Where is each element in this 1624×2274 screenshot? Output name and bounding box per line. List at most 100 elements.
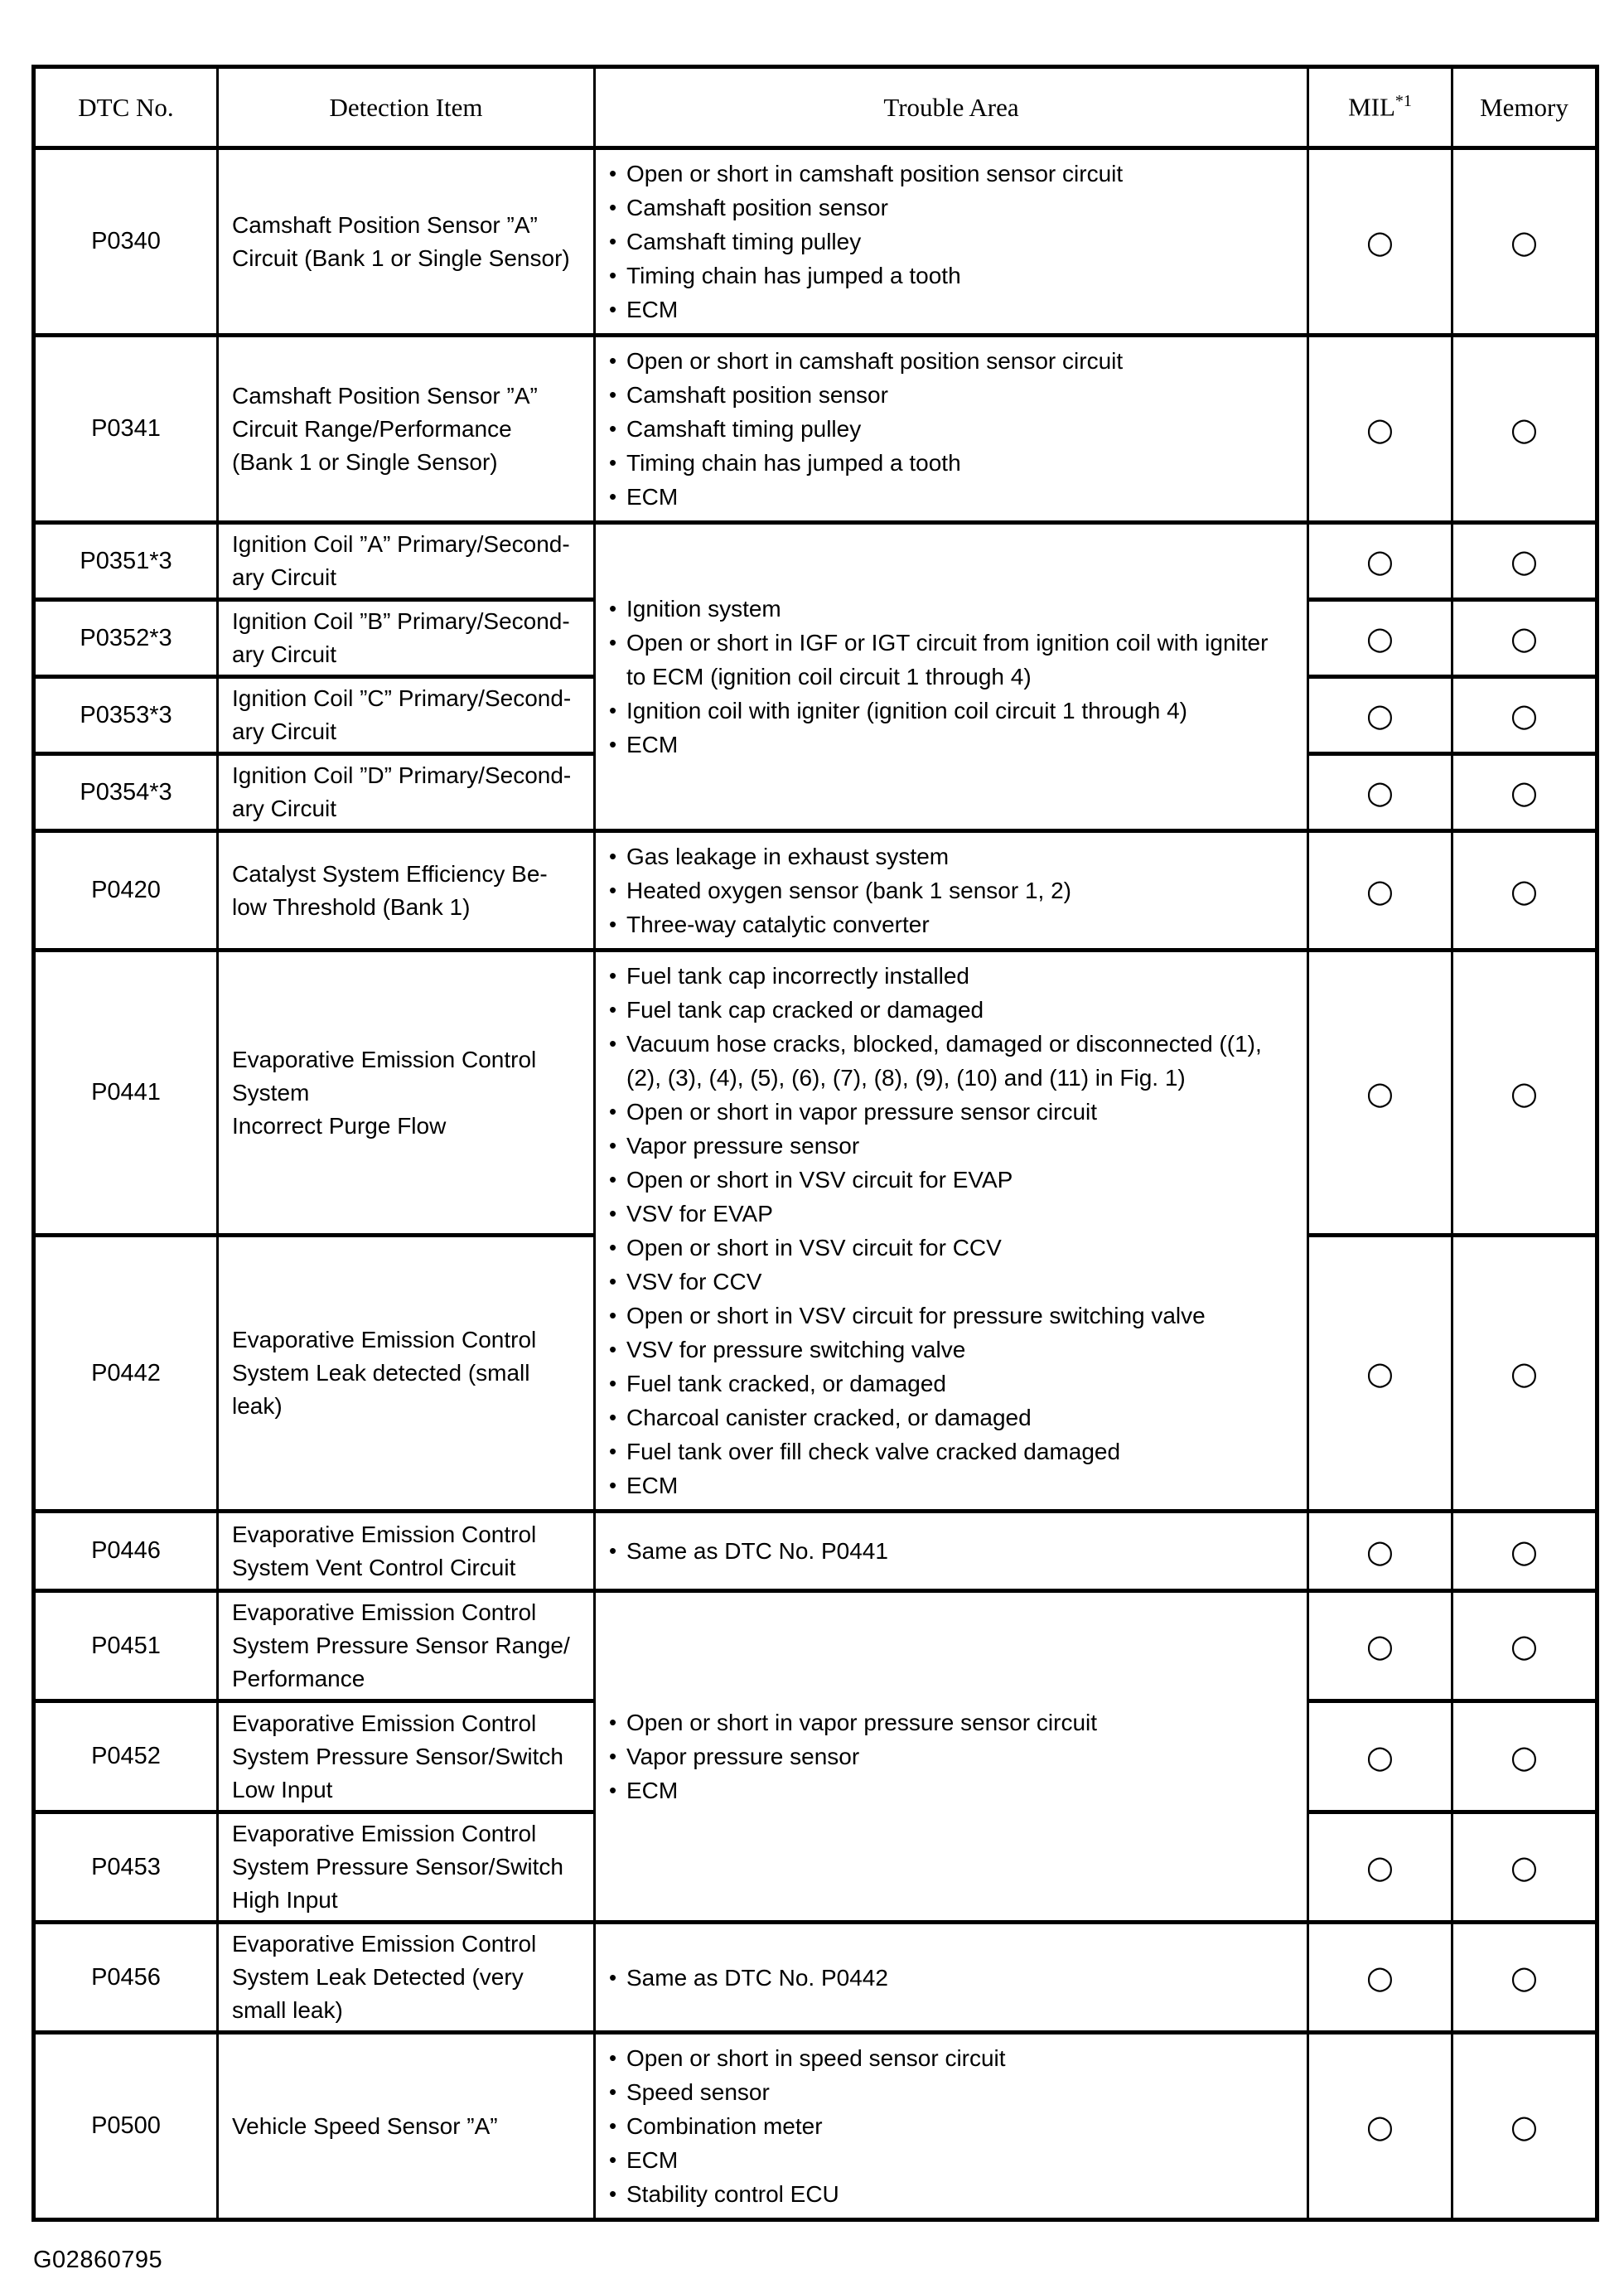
dtc-cell: P0452	[32, 1699, 219, 1814]
memory-circle: ○	[1510, 1532, 1539, 1570]
bullet-item: Fuel tank over fill check valve cracked …	[607, 1435, 1300, 1468]
memory-circle: ○	[1510, 543, 1539, 579]
bullet-item: ECM	[607, 293, 1300, 327]
mil-circle: ○	[1365, 543, 1394, 579]
memory-circle: ○	[1510, 1738, 1539, 1775]
mil-circle: ○	[1365, 1074, 1394, 1111]
bullet-item: Open or short in vapor pressure sensor c…	[607, 1095, 1300, 1129]
dtc-cell: P0451	[32, 1589, 219, 1703]
mil-cell: ○	[1307, 333, 1453, 525]
table-row: P0354*3 Ignition Coil ”D” Primary/Second…	[32, 752, 1598, 833]
detection-item-text: Evaporative Emission Control System Pres…	[232, 1821, 563, 1913]
bullet-item: VSV for EVAP	[607, 1197, 1300, 1231]
bullet-item: Three-way catalytic converter	[607, 907, 1300, 941]
detection-item-cell: Evaporative Emission Control System Pres…	[216, 1699, 596, 1814]
detection-item-cell: Evaporative Emission Control System Vent…	[216, 1509, 596, 1593]
table-row: P0452 Evaporative Emission Control Syste…	[32, 1699, 1598, 1814]
memory-cell: ○	[1451, 146, 1598, 337]
detection-item-cell: Evaporative Emission Control System Leak…	[216, 1920, 596, 2035]
detection-item-text: Ignition Coil ”B” Primary/Second- ary Ci…	[232, 608, 570, 667]
trouble-area-cell: Open or short in camshaft position senso…	[593, 146, 1309, 337]
mil-circle: ○	[1365, 1355, 1394, 1392]
bullet-item: ECM	[607, 1468, 1300, 1502]
memory-cell: ○	[1451, 520, 1598, 602]
memory-circle: ○	[1510, 1074, 1539, 1111]
dtc-cell: P0353*3	[32, 675, 219, 756]
bullet-item: ECM	[607, 728, 1300, 762]
bullet-item: Camshaft position sensor	[607, 191, 1300, 225]
bullet-item: ECM	[607, 480, 1300, 514]
bullet-item: Open or short in VSV circuit for EVAP	[607, 1163, 1300, 1197]
trouble-area-cell: Gas leakage in exhaust system Heated oxy…	[593, 829, 1309, 952]
mil-cell: ○	[1307, 947, 1453, 1238]
memory-cell: ○	[1451, 675, 1598, 756]
detection-item-text: Evaporative Emission Control System Pres…	[232, 1599, 570, 1691]
memory-cell: ○	[1451, 1810, 1598, 1924]
mil-circle: ○	[1365, 2107, 1394, 2145]
bullet-item: Fuel tank cap incorrectly installed	[607, 959, 1300, 993]
mil-circle: ○	[1365, 872, 1394, 909]
table-row: P0453 Evaporative Emission Control Syste…	[32, 1810, 1598, 1924]
dtc-cell: P0354*3	[32, 752, 219, 833]
dtc-cell: P0420	[32, 829, 219, 952]
table-row: P0442 Evaporative Emission Control Syste…	[32, 1233, 1598, 1513]
table-row: P0441 Evaporative Emission Control Syste…	[32, 947, 1598, 1513]
detection-item-cell: Ignition Coil ”A” Primary/Second- ary Ci…	[216, 520, 596, 602]
detection-item-text: Ignition Coil ”D” Primary/Second- ary Ci…	[232, 762, 572, 821]
bullet-item: Open or short in VSV circuit for pressur…	[607, 1299, 1300, 1333]
dtc-cell: P0340	[32, 146, 219, 337]
col-header-dtc-no: DTC No.	[32, 65, 219, 150]
trouble-area-cell: Same as DTC No. P0442	[593, 1920, 1309, 2035]
dtc-cell: P0456	[32, 1920, 219, 2035]
bullet-item: ECM	[607, 1773, 1300, 1807]
memory-circle: ○	[1510, 410, 1539, 448]
detection-item-cell: Ignition Coil ”D” Primary/Second- ary Ci…	[216, 752, 596, 833]
mil-cell: ○	[1307, 146, 1453, 337]
detection-item-text: Evaporative Emission Control System Pres…	[232, 1710, 563, 1802]
mil-circle: ○	[1365, 1738, 1394, 1775]
memory-cell: ○	[1451, 1233, 1598, 1513]
detection-item-cell: Ignition Coil ”B” Primary/Second- ary Ci…	[216, 598, 596, 679]
memory-cell: ○	[1451, 1920, 1598, 2035]
bullet-item: Open or short in vapor pressure sensor c…	[607, 1706, 1300, 1739]
bullet-item: Vapor pressure sensor	[607, 1129, 1300, 1163]
bullet-item: Same as DTC No. P0442	[607, 1961, 1300, 1995]
memory-cell: ○	[1451, 829, 1598, 952]
table-row: P0500 Vehicle Speed Sensor ”A” Open or s…	[32, 2030, 1598, 2222]
mil-cell: ○	[1307, 1699, 1453, 1814]
detection-item-text: Evaporative Emission Control System Vent…	[232, 1521, 537, 1580]
memory-circle: ○	[1510, 1959, 1539, 1996]
dtc-cell: P0352*3	[32, 598, 219, 679]
col-header-trouble-area: Trouble Area	[593, 65, 1309, 150]
detection-item-cell: Camshaft Position Sensor ”A” Circuit (Ba…	[216, 146, 596, 337]
mil-cell: ○	[1307, 598, 1453, 679]
memory-circle: ○	[1510, 1849, 1539, 1885]
mil-cell: ○	[1307, 829, 1453, 952]
dtc-cell: P0453	[32, 1810, 219, 1924]
detection-item-text: Vehicle Speed Sensor ”A”	[232, 2112, 498, 2139]
mil-circle: ○	[1365, 223, 1394, 260]
dtc-cell: P0341	[32, 333, 219, 525]
col-header-mil: MIL*1	[1307, 65, 1453, 150]
mil-circle: ○	[1365, 1959, 1394, 1996]
bullet-item: Gas leakage in exhaust system	[607, 839, 1300, 873]
trouble-area-cell: Open or short in speed sensor circuit Sp…	[593, 2030, 1309, 2222]
memory-cell: ○	[1451, 1509, 1598, 1593]
trouble-area-cell: Open or short in vapor pressure sensor c…	[593, 1589, 1309, 1924]
memory-cell: ○	[1451, 947, 1598, 1238]
dtc-table: DTC No. Detection Item Trouble Area MIL*…	[31, 65, 1599, 2222]
mil-circle: ○	[1365, 697, 1394, 733]
detection-item-cell: Ignition Coil ”C” Primary/Second- ary Ci…	[216, 675, 596, 756]
detection-item-text: Ignition Coil ”A” Primary/Second- ary Ci…	[232, 531, 570, 590]
bullet-item: Camshaft timing pulley	[607, 412, 1300, 446]
bullet-item: Timing chain has jumped a tooth	[607, 259, 1300, 293]
memory-circle: ○	[1510, 620, 1539, 656]
mil-label: MIL	[1348, 92, 1395, 122]
detection-item-cell: Camshaft Position Sensor ”A” Circuit Ran…	[216, 333, 596, 525]
bullet-item: Open or short in VSV circuit for CCV	[607, 1231, 1300, 1265]
trouble-area-cell: Ignition system Open or short in IGF or …	[593, 520, 1309, 833]
bullet-item: Charcoal canister cracked, or damaged	[607, 1401, 1300, 1435]
mil-circle: ○	[1365, 774, 1394, 810]
table-row: P0340 Camshaft Position Sensor ”A” Circu…	[32, 146, 1598, 337]
mil-circle: ○	[1365, 1849, 1394, 1885]
